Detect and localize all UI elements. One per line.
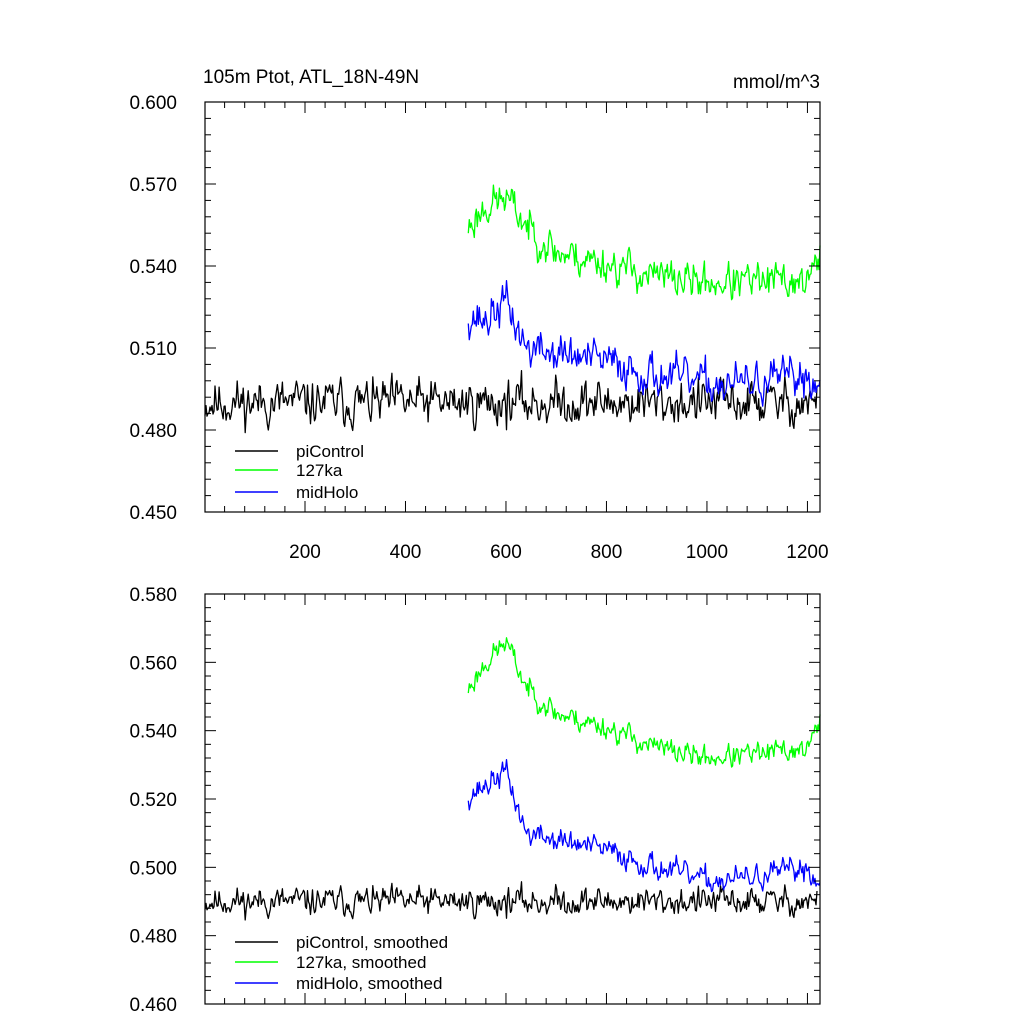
top-series-group — [204, 184, 821, 434]
x-tick-label-0-2: 600 — [490, 542, 522, 563]
series-line-1-2 — [467, 758, 821, 893]
top-legend-label-midholo: midHolo — [296, 483, 358, 502]
y-tick-label-0-0: 0.450 — [129, 503, 177, 524]
y-tick-label-1-6: 0.580 — [129, 585, 177, 606]
series-line-0-1 — [467, 184, 821, 301]
top-legend-label-picontrol: piControl — [296, 442, 364, 461]
bottom-legend-label-midholo: midHolo, smoothed — [296, 974, 442, 993]
y-tick-label-0-2: 0.510 — [129, 339, 177, 360]
x-tick-label-0-1: 400 — [390, 542, 422, 563]
bottom-ticks-group: 0.460 0.480 0.500 0.520 0.540 0.560 0.580 — [129, 585, 820, 1016]
series-line-1-0 — [204, 881, 818, 921]
series-line-0-2 — [467, 280, 821, 407]
bottom-legend-label-127ka: 127ka, smoothed — [296, 953, 426, 972]
series-line-1-1 — [467, 637, 821, 768]
bottom-legend: piControl, smoothed 127ka, smoothed midH… — [235, 933, 448, 993]
y-tick-label-1-4: 0.540 — [129, 722, 177, 743]
bottom-series-group — [204, 637, 821, 921]
y-tick-label-1-1: 0.480 — [129, 927, 177, 948]
y-tick-label-0-4: 0.570 — [129, 175, 177, 196]
top-plot-frame — [204, 101, 821, 513]
x-tick-label-0-5: 1200 — [786, 542, 828, 563]
top-ticks-group: 0.450 0.480 0.510 0.540 0.570 0.600 200 400 600 8… — [129, 93, 828, 563]
y-tick-label-0-1: 0.480 — [129, 421, 177, 442]
bottom-legend-label-picontrol: piControl, smoothed — [296, 933, 448, 952]
series-line-0-0 — [204, 370, 818, 434]
y-tick-label-1-2: 0.500 — [129, 858, 177, 879]
x-tick-label-0-0: 200 — [289, 542, 321, 563]
y-tick-label-1-0: 0.460 — [129, 995, 177, 1016]
y-tick-label-0-5: 0.600 — [129, 93, 177, 114]
bottom-panel: 0.460 0.480 0.500 0.520 0.540 0.560 0.580 piCo… — [129, 585, 821, 1016]
top-panel: 105m Ptot, ATL_18N-49N mmol/m^3 0.4500.4… — [129, 67, 828, 563]
top-title-left: 105m Ptot, ATL_18N-49N — [203, 67, 419, 88]
top-legend: piControl 127ka midHolo — [235, 442, 364, 502]
y-tick-label-1-5: 0.560 — [129, 653, 177, 674]
y-tick-label-1-3: 0.520 — [129, 790, 177, 811]
x-tick-label-0-3: 800 — [591, 542, 623, 563]
y-tick-label-0-3: 0.540 — [129, 257, 177, 278]
top-title-right: mmol/m^3 — [733, 72, 820, 93]
x-tick-label-0-4: 1000 — [686, 542, 728, 563]
top-legend-label-127ka: 127ka — [296, 461, 343, 480]
